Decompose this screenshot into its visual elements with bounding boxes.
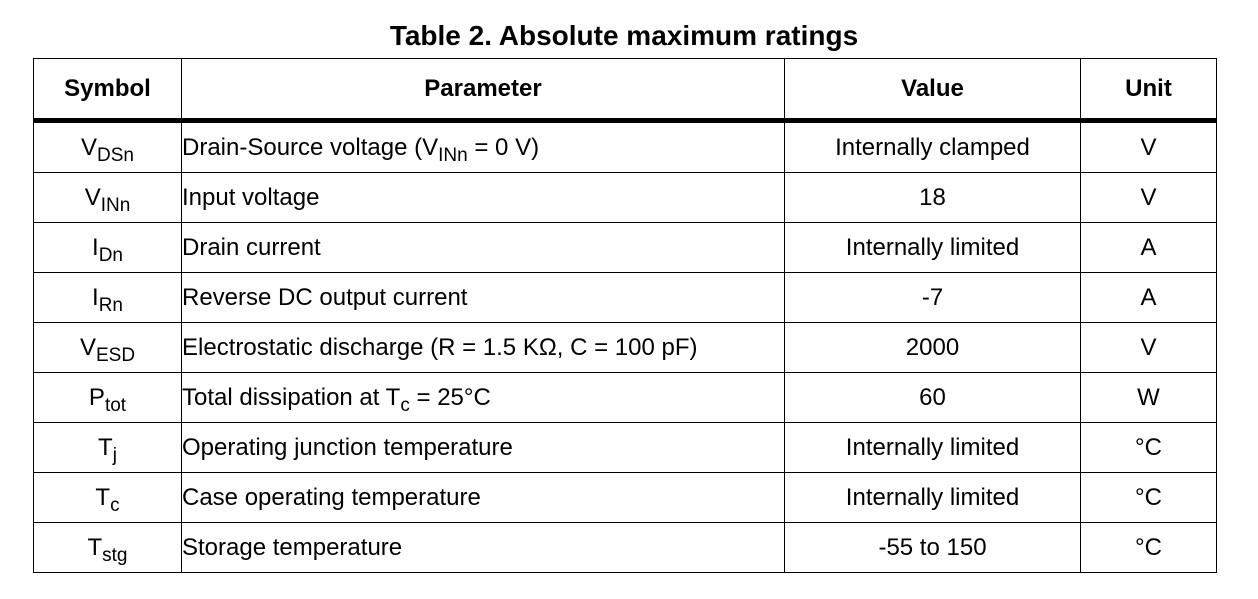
- unit-cell: A: [1080, 272, 1217, 323]
- symbol-cell: Tstg: [33, 522, 182, 573]
- header-unit: Unit: [1080, 58, 1217, 123]
- symbol-cell: IDn: [33, 222, 182, 273]
- symbol-cell: Tj: [33, 422, 182, 473]
- parameter-cell: Drain current: [181, 222, 785, 273]
- unit-cell: A: [1080, 222, 1217, 273]
- parameter-cell: Storage temperature: [181, 522, 785, 573]
- unit-cell: V: [1080, 172, 1217, 223]
- table-row: VDSn Drain-Source voltage (VINn = 0 V) I…: [33, 120, 1217, 173]
- absolute-maximum-ratings-table: Symbol Parameter Value Unit VDSn Drain-S…: [33, 58, 1217, 573]
- parameter-cell: Total dissipation at Tc = 25°C: [181, 372, 785, 423]
- value-cell: Internally limited: [784, 472, 1081, 523]
- table-row: Tc Case operating temperature Internally…: [33, 472, 1217, 523]
- parameter-cell: Drain-Source voltage (VINn = 0 V): [181, 120, 785, 173]
- value-cell: Internally limited: [784, 222, 1081, 273]
- table-row: Tj Operating junction temperature Intern…: [33, 422, 1217, 473]
- unit-cell: V: [1080, 120, 1217, 173]
- parameter-cell: Operating junction temperature: [181, 422, 785, 473]
- header-symbol: Symbol: [33, 58, 182, 123]
- parameter-cell: Input voltage: [181, 172, 785, 223]
- value-cell: -55 to 150: [784, 522, 1081, 573]
- value-cell: 2000: [784, 322, 1081, 373]
- table-row: VESD Electrostatic discharge (R = 1.5 KΩ…: [33, 322, 1217, 373]
- header-row: Symbol Parameter Value Unit: [33, 58, 1217, 123]
- value-cell: 60: [784, 372, 1081, 423]
- parameter-cell: Reverse DC output current: [181, 272, 785, 323]
- parameter-cell: Electrostatic discharge (R = 1.5 KΩ, C =…: [181, 322, 785, 373]
- symbol-cell: VINn: [33, 172, 182, 223]
- symbol-cell: VESD: [33, 322, 182, 373]
- unit-cell: °C: [1080, 422, 1217, 473]
- symbol-cell: IRn: [33, 272, 182, 323]
- table-row: IRn Reverse DC output current -7 A: [33, 272, 1217, 323]
- table-row: IDn Drain current Internally limited A: [33, 222, 1217, 273]
- table-row: Tstg Storage temperature -55 to 150 °C: [33, 522, 1217, 573]
- unit-cell: W: [1080, 372, 1217, 423]
- value-cell: Internally limited: [784, 422, 1081, 473]
- value-cell: -7: [784, 272, 1081, 323]
- unit-cell: V: [1080, 322, 1217, 373]
- header-value: Value: [784, 58, 1081, 123]
- symbol-cell: VDSn: [33, 120, 182, 173]
- parameter-cell: Case operating temperature: [181, 472, 785, 523]
- header-parameter: Parameter: [181, 58, 785, 123]
- symbol-cell: Ptot: [33, 372, 182, 423]
- unit-cell: °C: [1080, 472, 1217, 523]
- value-cell: 18: [784, 172, 1081, 223]
- value-cell: Internally clamped: [784, 120, 1081, 173]
- unit-cell: °C: [1080, 522, 1217, 573]
- table-row: Ptot Total dissipation at Tc = 25°C 60 W: [33, 372, 1217, 423]
- table-title: Table 2. Absolute maximum ratings: [389, 20, 859, 51]
- table-row: VINn Input voltage 18 V: [33, 172, 1217, 223]
- symbol-cell: Tc: [33, 472, 182, 523]
